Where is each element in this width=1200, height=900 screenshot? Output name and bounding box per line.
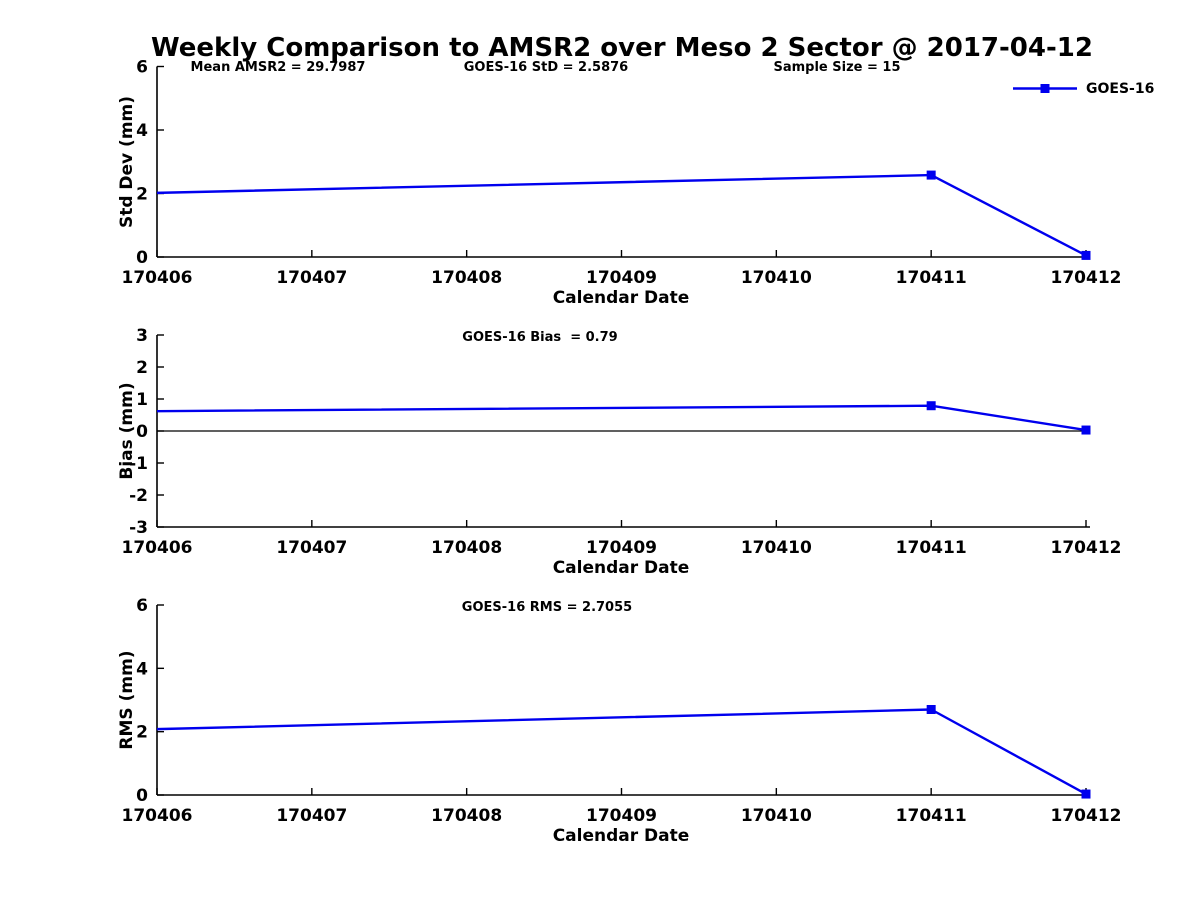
x-tick-label: 170409 [586,806,657,826]
y-tick-label: 4 [136,121,148,141]
ylabel-rms: RMS (mm) [117,650,137,750]
ylabel-std-dev: Std Dev (mm) [117,95,137,229]
x-tick-label: 170406 [122,538,193,558]
xlabel-calendar-date-2: Calendar Date [552,558,690,578]
data-point-marker [1081,789,1091,799]
figure-title: Weekly Comparison to AMSR2 over Meso 2 S… [151,33,1093,63]
y-tick-label: 0 [136,422,148,442]
y-tick-label: 3 [136,326,148,346]
stat-goes16-rms: GOES-16 RMS = 2.7055 [461,600,633,615]
x-tick-label: 170412 [1051,268,1122,288]
y-tick-label: 2 [136,723,148,743]
x-tick-label: 170409 [586,538,657,558]
y-tick-label: -2 [129,486,148,506]
x-tick-label: 170408 [431,806,502,826]
xlabel-calendar-date-1: Calendar Date [552,288,690,308]
data-line-goes-16 [156,173,1087,257]
stat-sample-size: Sample Size = 15 [773,60,901,75]
xlabel-calendar-date-3: Calendar Date [552,826,690,846]
x-tick-label: 170408 [431,268,502,288]
x-tick-label: 170407 [276,268,347,288]
x-tick-label: 170410 [741,538,812,558]
legend-marker-icon [1040,84,1050,93]
y-tick-label: 4 [136,659,148,679]
x-tick-label: 170411 [896,538,967,558]
ylabel-bias: Bias (mm) [117,382,137,480]
data-point-marker [926,705,936,714]
data-point-marker [926,401,936,411]
data-line-goes-16 [156,404,1087,432]
x-tick-label: 170409 [586,268,657,288]
stat-goes16-std: GOES-16 StD = 2.5876 [463,60,629,75]
y-tick-label: -1 [129,454,148,474]
x-tick-label: 170406 [122,806,193,826]
data-line-goes-16 [156,708,1087,796]
x-tick-label: 170412 [1051,806,1122,826]
x-tick-label: 170411 [896,268,967,288]
legend-line-sample [1013,84,1077,93]
legend-label: GOES-16 [1086,80,1155,97]
x-tick-label: 170411 [896,806,967,826]
x-tick-label: 170407 [276,806,347,826]
data-point-marker [1081,250,1091,260]
y-tick-label: -3 [129,518,148,538]
y-tick-label: 6 [136,596,148,616]
data-point-marker [926,170,936,180]
y-tick-label: 6 [136,58,148,78]
y-tick-label: 2 [136,358,148,378]
x-tick-label: 170407 [276,538,347,558]
y-tick-label: 2 [136,185,148,205]
x-tick-label: 170410 [741,268,812,288]
x-tick-label: 170410 [741,806,812,826]
stat-mean-amsr2: Mean AMSR2 = 29.7987 [190,60,366,75]
data-point-marker [1081,425,1091,435]
x-tick-label: 170412 [1051,538,1122,558]
y-tick-label: 1 [136,390,148,410]
x-tick-label: 170406 [122,268,193,288]
y-tick-label: 0 [136,786,148,806]
stat-goes16-bias: GOES-16 Bias = 0.79 [462,330,618,345]
x-tick-label: 170408 [431,538,502,558]
legend: GOES-16 [1012,80,1154,97]
y-tick-label: 0 [136,248,148,268]
